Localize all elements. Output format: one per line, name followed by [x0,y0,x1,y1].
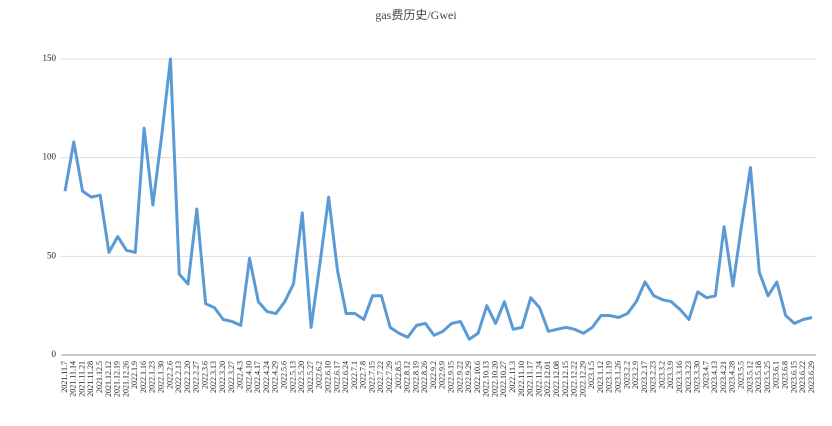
x-tick-label: 2023.3.2 [657,361,666,389]
x-tick-label: 2022.10.6 [473,361,482,393]
x-tick-label: 2023.4.21 [719,361,728,393]
x-tick-label: 2023.4.13 [710,361,719,393]
x-tick-label: 2022.9.9 [438,361,447,389]
x-tick-label: 2022.2.27 [192,361,201,393]
x-tick-label: 2022.8.12 [403,361,412,393]
x-tick-label: 2023.4.28 [728,361,737,393]
x-tick-label: 2022.7.22 [376,361,385,393]
x-tick-label: 2022.11.10 [517,361,526,397]
x-tick-label: 2022.12.22 [570,361,579,397]
x-tick-label: 2022.11.24 [534,361,543,397]
y-tick-label: 100 [43,152,57,162]
x-tick-label: 2022.8.19 [411,361,420,393]
x-tick-label: 2023.6.15 [789,361,798,393]
x-tick-label: 2022.6.24 [341,361,350,393]
x-tick-label: 2023.1.5 [587,361,596,389]
x-tick-label: 2022.8.5 [394,361,403,389]
x-tick-label: 2023.2.17 [640,361,649,393]
x-tick-label: 2023.3.9 [666,361,675,389]
x-tick-label: 2022.5.13 [288,361,297,393]
x-tick-label: 2022.3.27 [227,361,236,393]
x-tick-label: 2022.7.29 [385,361,394,393]
x-tick-label: 2023.6.29 [807,361,816,393]
x-tick-label: 2023.1.19 [605,361,614,393]
x-tick-label: 2022.5.20 [297,361,306,393]
x-tick-label: 2023.5.18 [754,361,763,393]
x-tick-label: 2023.6.1 [772,361,781,389]
x-tick-label: 2021.12.12 [104,361,113,397]
x-tick-label: 2023.3.16 [675,361,684,393]
x-tick-label: 2022.9.22 [455,361,464,393]
x-tick-label: 2022.12.01 [543,361,552,397]
x-tick-label: 2023.2.23 [649,361,658,393]
x-tick-label: 2022.5.27 [306,361,315,393]
x-tick-label: 2022.8.26 [420,361,429,393]
y-tick-label: 50 [47,250,57,260]
x-tick-label: 2021.11.21 [77,361,86,397]
x-tick-label: 2022.12.29 [578,361,587,397]
x-tick-label: 2022.4.10 [244,361,253,393]
x-tick-label: 2022.6.10 [323,361,332,393]
chart-title: gas费历史/Gwei [375,8,457,22]
x-tick-label: 2022.7.15 [367,361,376,393]
x-tick-label: 2021.12.26 [121,361,130,397]
x-tick-label: 2022.9.29 [464,361,473,393]
x-tick-label: 2022.4.24 [262,361,271,393]
x-tick-label: 2022.7.8 [359,361,368,389]
x-tick-label: 2021.11.7 [60,361,69,393]
x-tick-label: 2022.11.3 [508,361,517,393]
x-tick-label: 2022.2.20 [183,361,192,393]
x-tick-label: 2022.4.17 [253,361,262,393]
x-tick-label: 2022.3.13 [209,361,218,393]
x-tick-label: 2022.5.6 [280,361,289,389]
x-tick-label: 2022.3.6 [200,361,209,389]
x-tick-label: 2021.12.5 [95,361,104,393]
x-tick-label: 2022.4.29 [271,361,280,393]
x-tick-label: 2022.10.20 [490,361,499,397]
x-tick-label: 2023.3.30 [693,361,702,393]
x-tick-label: 2022.1.16 [139,361,148,393]
x-tick-label: 2021.12.19 [113,361,122,397]
x-tick-label: 2022.2.6 [165,361,174,389]
x-tick-label: 2022.1.9 [130,361,139,389]
x-tick-label: 2022.3.20 [218,361,227,393]
x-tick-label: 2022.11.17 [526,361,535,397]
y-tick-label: 0 [52,349,57,359]
x-tick-label: 2021.11.14 [69,361,78,397]
x-tick-label: 2022.10.13 [482,361,491,397]
x-tick-label: 2022.7.1 [350,361,359,389]
x-tick-label: 2021.11.28 [86,361,95,397]
x-tick-label: 2023.5.5 [737,361,746,389]
x-tick-label: 2023.2.9 [631,361,640,389]
data-line [63,57,813,341]
x-tick-label: 2023.1.12 [596,361,605,393]
x-tick-label: 2023.5.25 [763,361,772,393]
x-tick-label: 2022.12.08 [552,361,561,397]
x-tick-label: 2022.1.30 [156,361,165,393]
x-tick-label: 2022.10.27 [499,361,508,397]
x-tick-label: 2022.4.3 [236,361,245,389]
x-tick-label: 2023.4.7 [701,361,710,389]
x-tick-label: 2022.9.2 [429,361,438,389]
y-tick-label: 150 [43,53,57,63]
x-tick-label: 2022.1.23 [148,361,157,393]
x-tick-label: 2023.1.26 [613,361,622,393]
x-tick-label: 2022.9.15 [447,361,456,393]
x-tick-label: 2022.6.2 [315,361,324,389]
x-tick-label: 2022.2.13 [174,361,183,393]
x-tick-label: 2023.5.12 [745,361,754,393]
x-tick-label: 2023.6.22 [798,361,807,393]
x-tick-label: 2022.6.17 [332,361,341,393]
x-tick-label: 2023.6.8 [780,361,789,389]
x-tick-label: 2023.3.23 [684,361,693,393]
x-tick-label: 2022.12.15 [561,361,570,397]
x-tick-label: 2023.2.2 [622,361,631,389]
